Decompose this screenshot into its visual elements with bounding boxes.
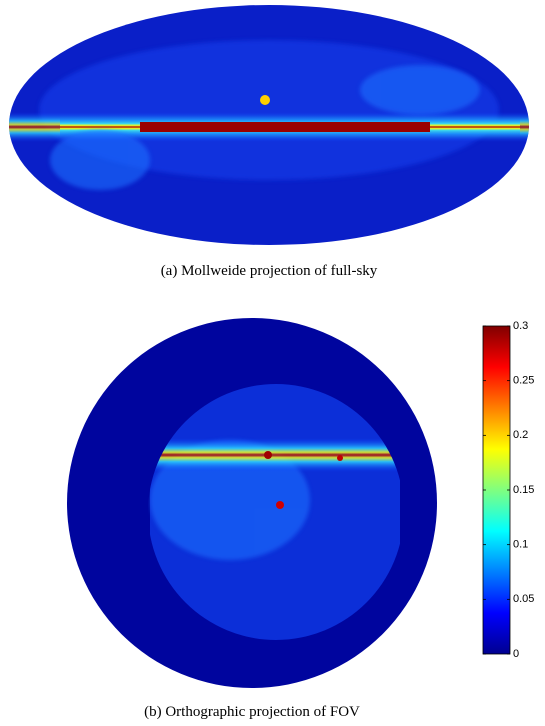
tick-label: 0 xyxy=(513,648,519,660)
tick-label: 0.2 xyxy=(513,429,528,441)
tick-label: 0.3 xyxy=(513,320,528,332)
tick-label: 0.15 xyxy=(513,484,534,496)
caption: (b) Orthographic projection of FOV xyxy=(144,704,360,720)
tick-label: 0.1 xyxy=(513,539,528,551)
tick-label: 0.05 xyxy=(513,593,534,605)
tick-label: 0.25 xyxy=(513,375,534,387)
caption: (a) Mollweide projection of full-sky xyxy=(161,263,378,279)
orthographic-map xyxy=(67,318,437,688)
colorbar xyxy=(482,325,511,655)
mollweide-map xyxy=(9,5,529,245)
